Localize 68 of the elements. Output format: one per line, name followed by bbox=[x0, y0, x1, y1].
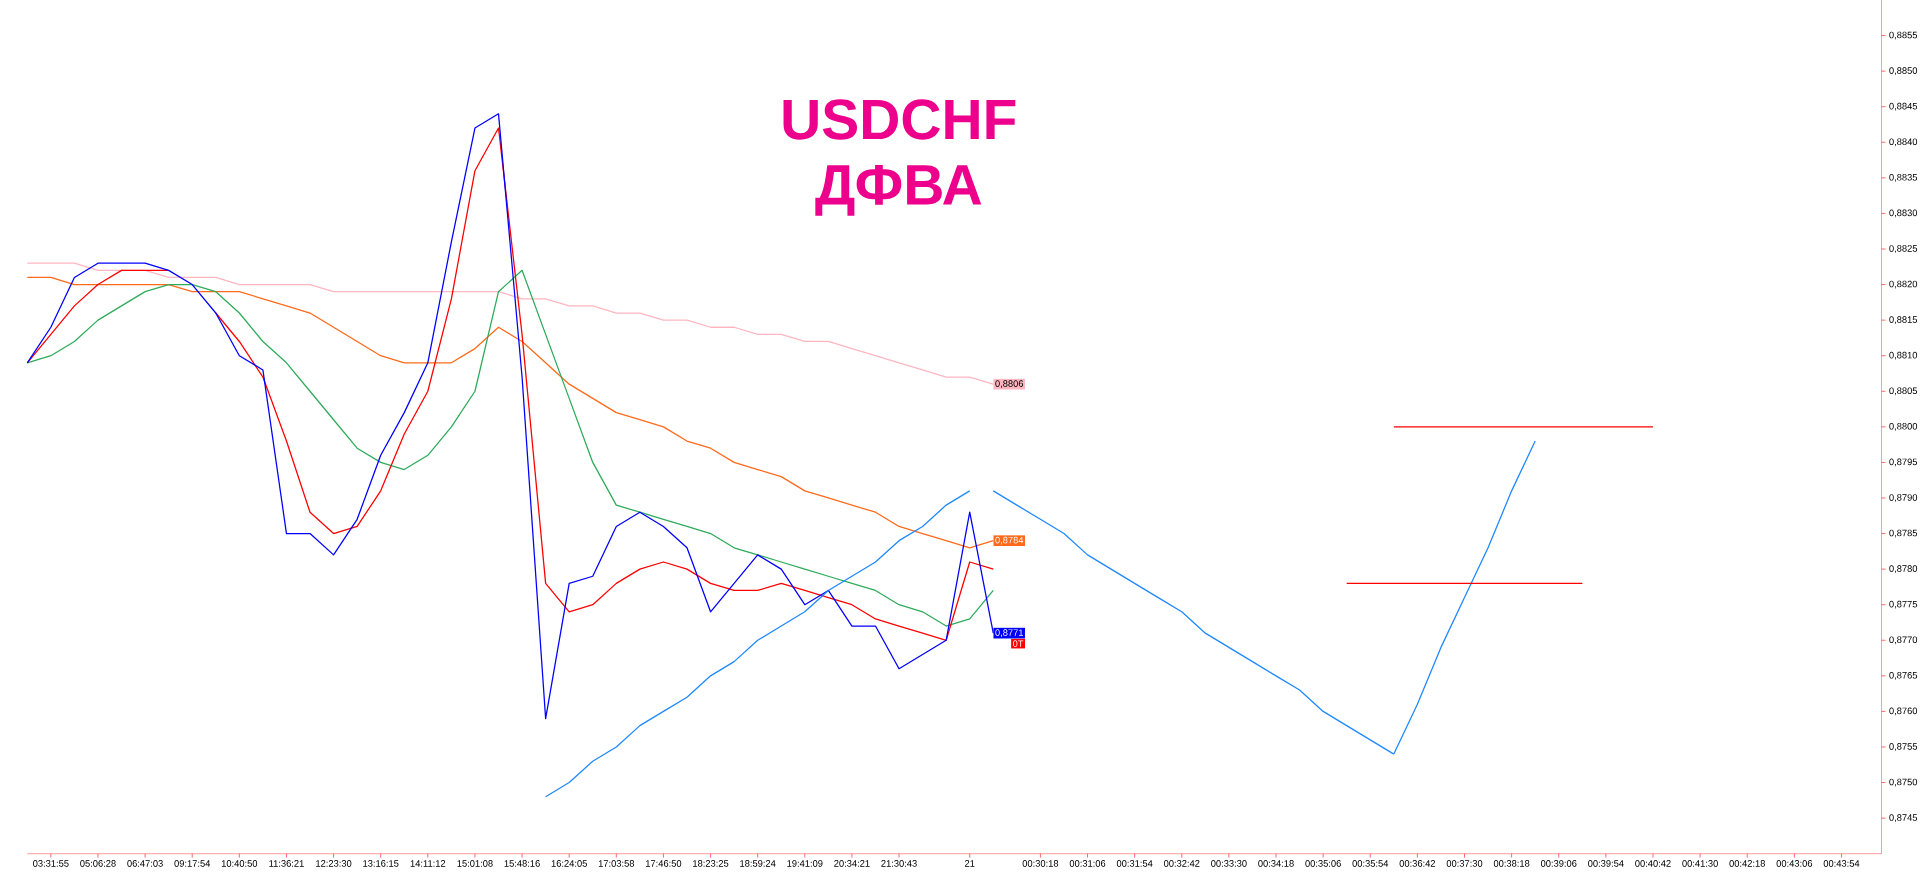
x-tick-label: 00:34:18 bbox=[1258, 859, 1294, 867]
x-tick-label: 00:39:54 bbox=[1588, 859, 1624, 867]
text: USDCHF bbox=[783, 99, 1016, 140]
x-tick-label: 10:40:50 bbox=[221, 859, 258, 867]
x-tick-label: 15:01:08 bbox=[457, 859, 493, 867]
x-tick-label: 00:40:42 bbox=[1635, 859, 1671, 867]
x-tick-label: 00:35:54 bbox=[1352, 859, 1389, 867]
x-tick-label: 00:43:54 bbox=[1823, 859, 1860, 867]
x-tick-label: 19:41:09 bbox=[787, 859, 823, 867]
y-tick-label: 0,8790 bbox=[1889, 493, 1918, 502]
x-tick-label: 00:39:06 bbox=[1540, 859, 1577, 867]
x-tick-label: 17:03:58 bbox=[598, 859, 635, 867]
x-tick-label: 15:48:16 bbox=[504, 859, 540, 867]
y-tick-label: 0,8815 bbox=[1889, 316, 1918, 324]
x-tick-label: 21:30:43 bbox=[881, 859, 917, 867]
y-tick-label: 0,8835 bbox=[1889, 173, 1918, 182]
x-tick-label: 13:16:15 bbox=[363, 859, 399, 867]
x-tick-label: 00:32:42 bbox=[1163, 859, 1200, 867]
data-label: 0,8806 bbox=[995, 380, 1024, 388]
annotation: 0T bbox=[1012, 640, 1024, 647]
x-tick-label: 00:37:30 bbox=[1446, 859, 1483, 867]
y-tick-label: 0,8775 bbox=[1889, 600, 1918, 609]
text: ДФВА bbox=[815, 164, 982, 216]
y-tick-label: 0,8805 bbox=[1889, 387, 1918, 395]
x-tick-label: 14:11:12 bbox=[410, 859, 446, 867]
y-tick-label: 0,8770 bbox=[1889, 636, 1918, 644]
x-tick-label: 21 bbox=[964, 859, 975, 867]
y-tick-label: 0,8825 bbox=[1889, 244, 1918, 253]
y-tick-label: 0,8845 bbox=[1889, 102, 1918, 111]
y-tick-label: 0,8830 bbox=[1889, 209, 1918, 218]
x-tick-label: 00:36:42 bbox=[1399, 859, 1436, 867]
x-tick-label: 00:43:06 bbox=[1776, 859, 1813, 867]
x-tick-label: 00:41:30 bbox=[1682, 859, 1718, 867]
y-tick-label: 0,8810 bbox=[1889, 351, 1918, 360]
x-tick-label: 00:33:30 bbox=[1211, 859, 1247, 867]
y-tick-label: 0,8785 bbox=[1889, 529, 1918, 538]
y-tick-label: 0,8765 bbox=[1889, 671, 1918, 680]
x-tick-label: 00:31:54 bbox=[1116, 859, 1153, 867]
x-tick-label: 09:17:54 bbox=[174, 859, 211, 867]
x-tick-label: 03:31:55 bbox=[33, 859, 69, 867]
y-tick-label: 0,8850 bbox=[1889, 67, 1918, 75]
data-label: 0,8771 bbox=[995, 629, 1024, 637]
x-tick-label: 06:47:03 bbox=[127, 859, 163, 867]
x-tick-label: 18:59:24 bbox=[740, 859, 776, 867]
y-tick-label: 0,8755 bbox=[1889, 742, 1918, 751]
x-tick-label: 12:23:30 bbox=[316, 859, 352, 867]
data-label: 0,8784 bbox=[995, 536, 1024, 545]
x-tick-label: 18:23:25 bbox=[693, 859, 729, 867]
y-tick-label: 0,8780 bbox=[1889, 565, 1918, 573]
x-tick-label: 16:24:05 bbox=[551, 859, 587, 867]
y-tick-label: 0,8840 bbox=[1889, 138, 1918, 146]
x-tick-label: 00:35:06 bbox=[1305, 859, 1341, 867]
x-tick-label: 20:34:21 bbox=[834, 859, 870, 867]
x-tick-label: 05:06:28 bbox=[80, 859, 116, 867]
y-tick-label: 0,8760 bbox=[1889, 707, 1918, 716]
y-tick-label: 0,8800 bbox=[1889, 422, 1918, 431]
y-tick-label: 0,8795 bbox=[1889, 458, 1918, 467]
x-tick-label: 00:42:18 bbox=[1729, 859, 1765, 867]
x-tick-label: 00:31:06 bbox=[1069, 859, 1106, 867]
x-tick-label: 17:46:50 bbox=[645, 859, 682, 867]
x-tick-label: 00:38:18 bbox=[1493, 859, 1530, 867]
x-tick-label: 11:36:21 bbox=[269, 859, 304, 867]
x-tick-label: 00:30:18 bbox=[1022, 859, 1059, 867]
y-tick-label: 0,8745 bbox=[1889, 814, 1918, 822]
y-tick-label: 0,8820 bbox=[1889, 280, 1918, 289]
line-series bbox=[544, 490, 971, 798]
y-tick-label: 0,8750 bbox=[1889, 778, 1918, 787]
y-tick-label: 0,8855 bbox=[1889, 31, 1918, 40]
